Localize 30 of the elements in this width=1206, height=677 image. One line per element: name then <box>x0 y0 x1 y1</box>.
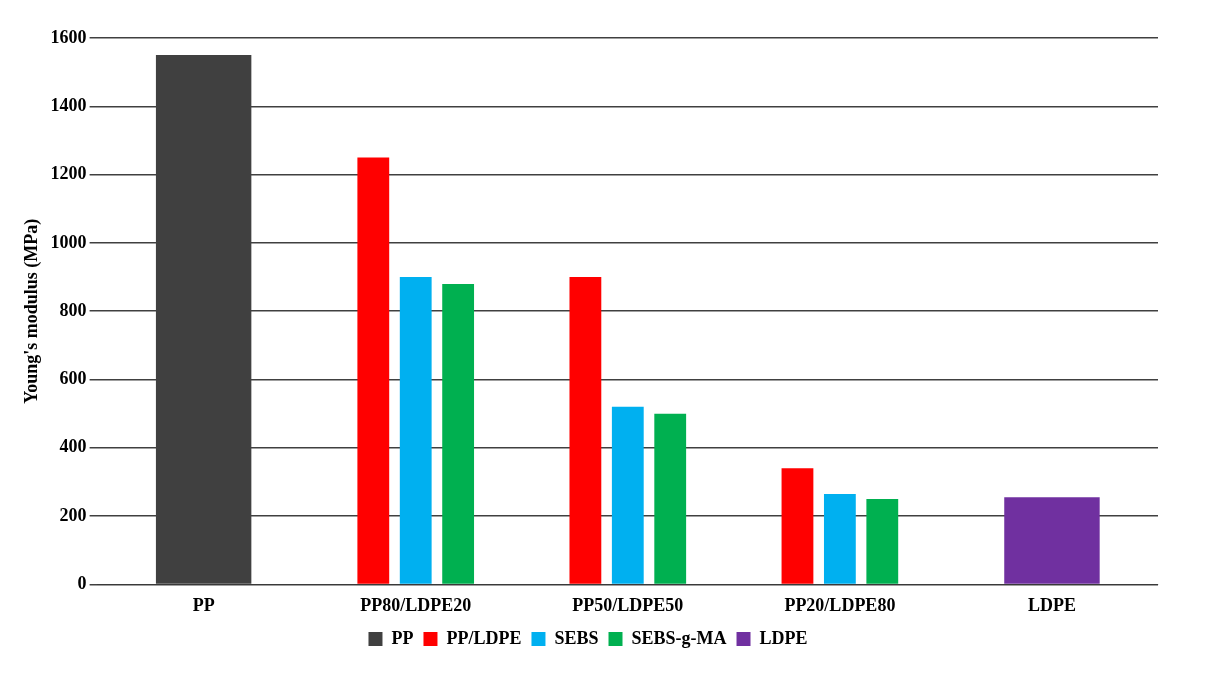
y-tick-label: 0 <box>77 573 87 594</box>
bar <box>823 493 856 584</box>
y-axis-title: Young's modulus (MPa) <box>21 218 43 404</box>
bar <box>442 283 475 584</box>
y-tick-label: 600 <box>59 368 87 389</box>
x-tick-label: PP <box>192 594 215 615</box>
bar <box>781 468 814 584</box>
y-tick-label: 1600 <box>50 26 87 47</box>
legend-label: LDPE <box>759 627 808 648</box>
bar <box>654 413 687 584</box>
legend-label: SEBS-g-MA <box>631 627 727 648</box>
x-tick-label: PP80/LDPE20 <box>360 594 472 615</box>
y-tick-label: 1400 <box>50 94 87 115</box>
legend-label: PP <box>391 627 414 648</box>
y-tick-label: 400 <box>59 436 87 457</box>
bar <box>611 406 644 584</box>
bar <box>866 499 899 584</box>
y-tick-label: 800 <box>59 299 87 320</box>
bar <box>399 277 432 584</box>
x-tick-label: LDPE <box>1027 594 1076 615</box>
y-tick-label: 1200 <box>50 163 87 184</box>
x-tick-label: PP20/LDPE80 <box>784 594 896 615</box>
y-tick-label: 200 <box>59 504 87 525</box>
bar <box>569 277 602 584</box>
y-tick-label: 1000 <box>50 231 87 252</box>
legend-label: PP/LDPE <box>446 627 522 648</box>
bar <box>1004 497 1100 584</box>
x-tick-label: PP50/LDPE50 <box>572 594 684 615</box>
legend-label: SEBS <box>554 627 599 648</box>
bar <box>357 157 390 584</box>
